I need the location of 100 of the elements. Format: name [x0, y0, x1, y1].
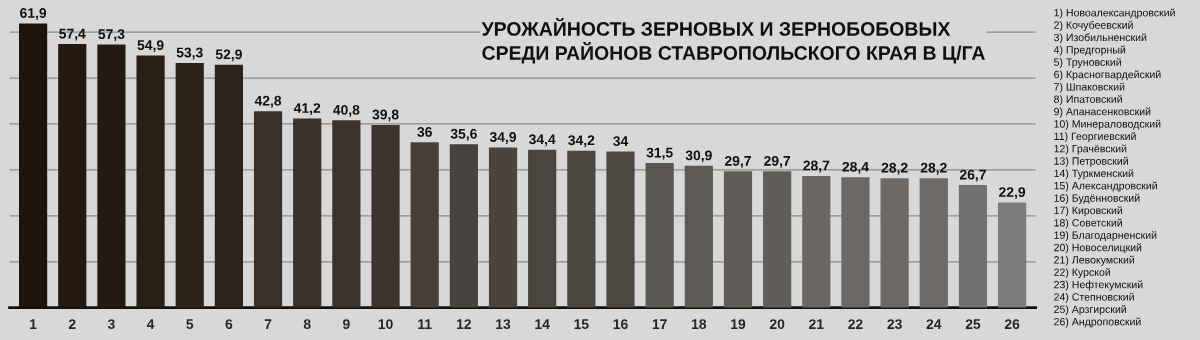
- text: 9) Апанасенковский: [1054, 107, 1151, 118]
- data-label: 22,9: [999, 187, 1026, 200]
- text: 12) Грачёвский: [1054, 144, 1127, 155]
- x-tick-label: 16: [613, 319, 628, 330]
- x-tick-label: 25: [965, 319, 981, 330]
- x-tick-label: 23: [887, 319, 902, 330]
- text: 20) Новоселицкий: [1054, 243, 1142, 254]
- x-tick-label: 7: [264, 319, 272, 329]
- text: 22) Курской: [1054, 268, 1111, 279]
- bar: [645, 163, 674, 308]
- data-label: 57,3: [98, 29, 125, 42]
- bar: [528, 149, 557, 308]
- x-tick-label: 15: [574, 319, 589, 330]
- text: 16) Будённовский: [1054, 193, 1140, 204]
- data-label: 34,4: [528, 134, 556, 147]
- text: 19) Благодарненский: [1054, 230, 1157, 241]
- text: 14) Туркменский: [1054, 169, 1134, 180]
- x-tick-label: 4: [146, 319, 155, 329]
- x-tick-label: 24: [926, 319, 942, 329]
- x-tick-label: 18: [691, 319, 707, 330]
- bar: [175, 62, 204, 308]
- text: 6) Красногвардейский: [1054, 70, 1161, 81]
- x-tick-label: 3: [107, 319, 115, 330]
- text: 25) Арзгирский: [1054, 305, 1126, 316]
- text: 21) Левокумский: [1054, 255, 1135, 266]
- text: 17) Кировский: [1054, 206, 1123, 217]
- text: 18) Советский: [1054, 218, 1122, 229]
- text: 5) Труновский: [1054, 57, 1121, 68]
- bar: [802, 175, 831, 308]
- text: 1) Новоалександровский: [1054, 8, 1175, 19]
- data-label: 35,6: [450, 128, 477, 141]
- x-tick-label: 20: [769, 319, 785, 330]
- x-tick-label: 21: [809, 319, 824, 329]
- x-tick-label: 11: [418, 319, 432, 329]
- bar: [253, 111, 283, 308]
- x-tick-label: 12: [457, 319, 472, 329]
- x-tick-label: 26: [1004, 319, 1020, 330]
- x-tick-label: 9: [343, 319, 350, 330]
- data-label: 28,2: [920, 162, 947, 175]
- bar: [214, 64, 243, 308]
- bar: [723, 171, 753, 308]
- text: 3) Изобильненский: [1054, 33, 1147, 44]
- data-label: 29,7: [764, 155, 791, 168]
- data-label: 41,2: [293, 103, 321, 115]
- x-tick-label: 5: [186, 319, 194, 330]
- x-tick-label: 1: [30, 319, 37, 329]
- data-label: 26,7: [959, 169, 986, 182]
- text: 11) Георгиевский: [1054, 132, 1136, 143]
- bar: [763, 171, 792, 308]
- text: 24) Степновский: [1054, 292, 1134, 303]
- data-label: 39,8: [372, 109, 399, 122]
- data-label: 52,9: [215, 49, 242, 62]
- bar: [841, 177, 870, 308]
- data-label: 30,9: [685, 150, 712, 163]
- data-label: 42,8: [254, 95, 282, 108]
- data-label: 31,5: [646, 147, 673, 160]
- x-tick-label: 10: [378, 319, 393, 330]
- x-tick-label: 19: [731, 319, 746, 330]
- x-tick-label: 22: [848, 319, 863, 329]
- bar: [488, 147, 518, 308]
- data-label: 28,7: [803, 160, 830, 173]
- bar: [919, 178, 948, 308]
- text: 4) Предгорный: [1053, 45, 1126, 56]
- data-label: 34: [613, 136, 629, 147]
- bar: [880, 178, 909, 308]
- data-label: 54,9: [137, 40, 164, 53]
- bar: [958, 185, 988, 308]
- bar: [293, 118, 322, 308]
- text: 10) Минераловодский: [1054, 119, 1161, 130]
- bar: [136, 55, 165, 308]
- text: 7) Шпаковский: [1054, 82, 1125, 93]
- bar: [998, 202, 1027, 308]
- bar: [410, 142, 439, 308]
- data-label: 57,4: [59, 28, 86, 41]
- x-tick-label: 2: [68, 319, 76, 329]
- x-tick-label: 17: [652, 319, 667, 329]
- text: 23) Нефтекумский: [1054, 280, 1143, 291]
- bar: [97, 44, 126, 308]
- data-label: 53,3: [176, 47, 203, 60]
- text: УРОЖАЙНОСТЬ ЗЕРНОВЫХ И ЗЕРНОБОБОВЫХ СРЕДИ РАЙОНОВ СТАВРОПОЛЬСКОГО КРАЯ В Ц/ГА: [481, 18, 985, 64]
- text: 8) Ипатовский: [1054, 95, 1122, 106]
- data-label: 61,9: [20, 8, 47, 20]
- data-label: 28,4: [842, 161, 869, 174]
- bar: [332, 120, 361, 308]
- data-label: 29,7: [724, 155, 751, 168]
- bar: [449, 144, 478, 308]
- text: 13) Петровский: [1054, 156, 1128, 167]
- data-label: 28,2: [881, 162, 908, 175]
- x-tick-label: 13: [496, 319, 511, 330]
- bar: [19, 23, 48, 308]
- x-tick-label: 6: [225, 319, 233, 330]
- bar: [684, 165, 713, 308]
- bar: [606, 151, 635, 308]
- x-tick-label: 8: [303, 319, 311, 330]
- data-label: 40,8: [333, 104, 360, 117]
- data-label: 36: [417, 127, 432, 137]
- bar: [567, 150, 596, 308]
- text: 2) Кочубеевский: [1054, 20, 1133, 31]
- bar: [371, 124, 400, 308]
- text: 15) Александровский: [1054, 181, 1157, 192]
